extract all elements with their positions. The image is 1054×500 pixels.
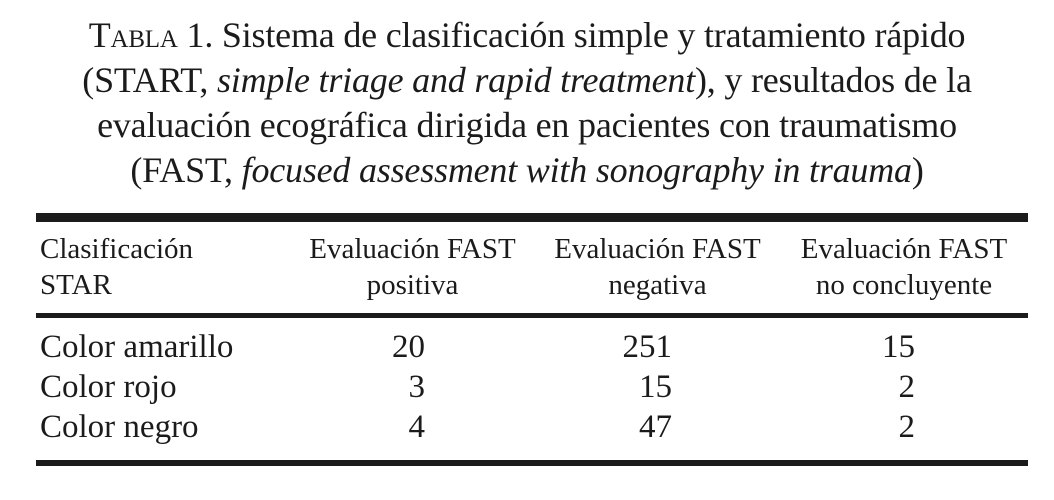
- header-cell-fast-no-concluyente: Evaluación FAST no concluyente: [800, 233, 1008, 301]
- value-cell-negativa: 47: [639, 409, 672, 445]
- header-cell-clasificacion-star: Clasificación STAR: [40, 233, 194, 301]
- value-cell-negativa: 15: [639, 369, 672, 405]
- classification-results-table: Clasificación STAR Evaluación FAST posit…: [36, 213, 1028, 466]
- value-cell-positiva: 4: [408, 409, 426, 445]
- row-label-cell: Color negro: [40, 409, 199, 445]
- table-row-color-negro: Color negro 4 47 2: [36, 407, 1028, 463]
- caption-table-number: Tabla: [88, 15, 178, 55]
- value-cell-no-concluyente: 2: [898, 409, 916, 445]
- value-cell-positiva: 20: [392, 329, 425, 365]
- table-header: Clasificación STAR Evaluación FAST posit…: [36, 218, 1028, 316]
- caption-line-3: evaluación ecográfica dirigida en pacien…: [97, 105, 957, 145]
- table-caption: Tabla 1. Sistema de clasificación simple…: [22, 0, 1032, 193]
- row-label-cell: Color rojo: [40, 369, 177, 405]
- table-body: Color amarillo 20 251 15 Color rojo 3 15…: [36, 316, 1028, 464]
- header-cell-fast-negativa: Evaluación FAST negativa: [554, 233, 761, 301]
- caption-line-4: (FAST, focused assessment with sonograph…: [130, 150, 924, 190]
- caption-start-expansion: simple triage and rapid treatment: [216, 60, 695, 100]
- table-row-color-rojo: Color rojo 3 15 2: [36, 367, 1028, 407]
- table-row-color-amarillo: Color amarillo 20 251 15: [36, 316, 1028, 368]
- value-cell-no-concluyente: 15: [882, 329, 915, 365]
- value-cell-negativa: 251: [622, 329, 673, 365]
- header-cell-fast-positiva: Evaluación FAST positiva: [309, 233, 516, 301]
- caption-line-1: Tabla 1. Sistema de clasificación simple…: [88, 15, 966, 55]
- caption-fast-expansion: focused assessment with sonography in tr…: [241, 150, 912, 190]
- header-row: Clasificación STAR Evaluación FAST posit…: [36, 218, 1028, 316]
- value-cell-positiva: 3: [408, 369, 426, 405]
- value-cell-no-concluyente: 2: [898, 369, 916, 405]
- caption-line-2: (START, simple triage and rapid treatmen…: [82, 60, 972, 100]
- row-label-cell: Color amarillo: [40, 329, 234, 365]
